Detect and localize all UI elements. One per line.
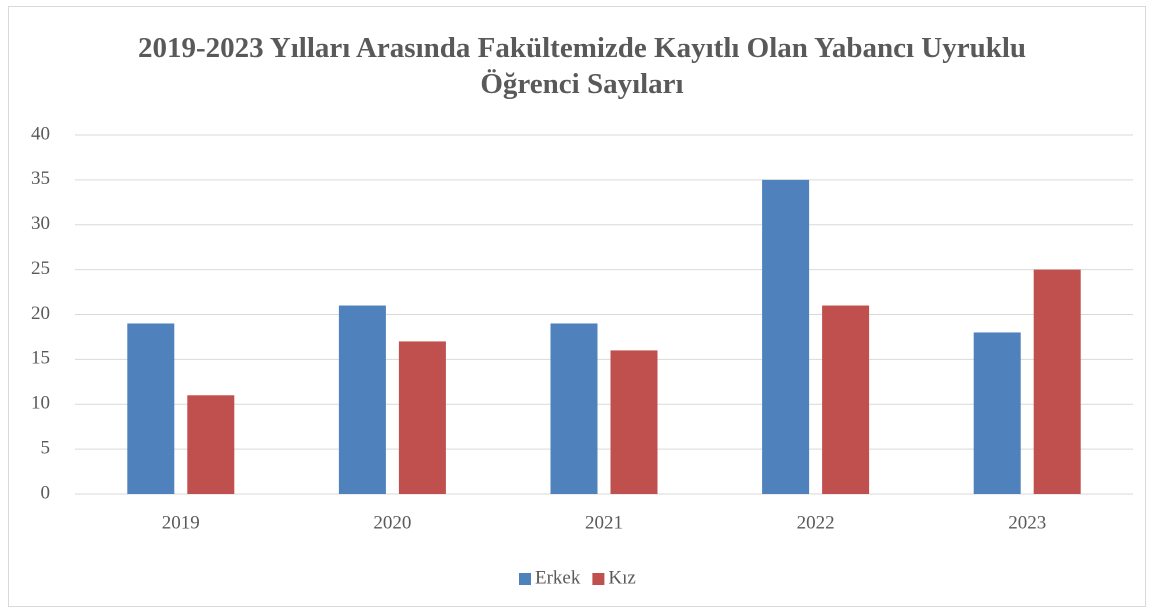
y-tick-label: 40	[31, 123, 50, 144]
bar	[550, 323, 598, 494]
y-tick-label: 35	[31, 168, 50, 189]
chart-title: 2019-2023 Yılları Arasında Fakültemizde …	[137, 32, 1027, 100]
x-tick-label: 2021	[585, 512, 623, 533]
legend-label: Erkek	[535, 567, 581, 588]
x-tick-label: 2019	[162, 512, 200, 533]
y-tick-label: 30	[31, 213, 50, 234]
bar	[1033, 269, 1081, 494]
bar	[187, 395, 235, 494]
x-tick-label: 2022	[797, 512, 835, 533]
bar	[610, 350, 658, 494]
legend-swatch	[592, 573, 605, 585]
bar	[398, 341, 446, 494]
y-tick-label: 10	[31, 393, 50, 414]
y-tick-label: 20	[31, 303, 50, 324]
legend-swatch	[519, 573, 531, 585]
bar	[127, 323, 175, 494]
bar	[822, 305, 870, 494]
y-tick-label: 15	[31, 348, 50, 369]
y-tick-label: 5	[41, 437, 51, 458]
bar	[973, 332, 1021, 494]
bar	[338, 305, 386, 494]
x-tick-label: 2020	[373, 512, 411, 533]
x-tick-label: 2023	[1008, 512, 1046, 533]
chart-border	[8, 6, 1146, 607]
bar	[762, 179, 810, 494]
legend-label: Kız	[608, 567, 635, 588]
y-tick-label: 0	[41, 482, 51, 503]
y-tick-label: 25	[31, 258, 50, 279]
